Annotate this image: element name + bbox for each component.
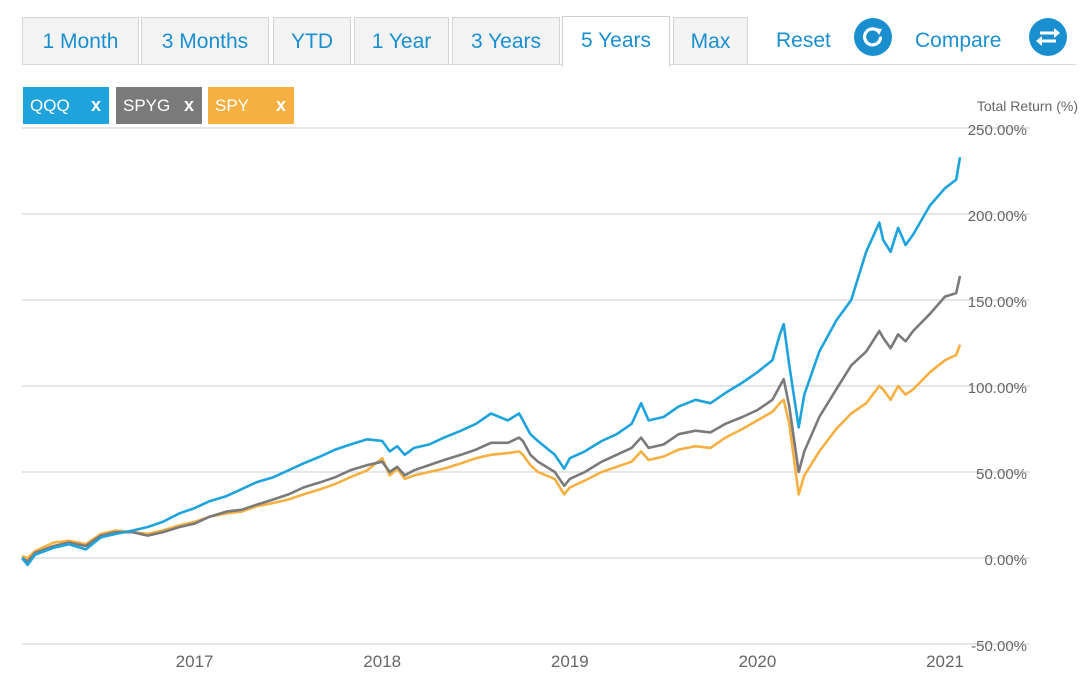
y-axis-ticks: 250.00% 200.00% 150.00% 100.00% 50.00% 0.00% -…	[968, 122, 1027, 655]
tab-bar-baseline	[22, 64, 1076, 65]
series-lines	[20, 156, 962, 567]
tab-ytd[interactable]: YTD	[273, 17, 351, 64]
legend-chip-spy: SPY x	[208, 87, 294, 124]
legend-label-spyg: SPYG	[123, 96, 171, 115]
tab-3-years[interactable]: 3 Years	[452, 17, 560, 64]
y-tick-label: 250.00%	[968, 122, 1027, 139]
series-line-qqq	[20, 156, 962, 567]
swap-arrows-icon[interactable]	[1029, 18, 1067, 56]
y-tick-label: 100.00%	[968, 380, 1027, 397]
tab-3-months[interactable]: 3 Months	[141, 17, 269, 64]
tab-1-month[interactable]: 1 Month	[22, 17, 139, 64]
reset-button[interactable]: Reset	[776, 29, 831, 52]
legend-label-qqq: QQQ	[30, 96, 70, 115]
remove-spy-button[interactable]: x	[275, 95, 286, 115]
remove-spyg-button[interactable]: x	[183, 95, 194, 115]
legend-chip-spyg: SPYG x	[116, 87, 202, 124]
x-tick-label: 2019	[551, 652, 589, 671]
y-tick-label: 50.00%	[976, 466, 1027, 483]
refresh-icon[interactable]	[854, 18, 892, 56]
legend-chip-qqq: QQQ x	[23, 87, 109, 124]
y-axis-title: Total Return (%)	[976, 98, 1078, 114]
tab-5-years[interactable]: 5 Years	[562, 16, 670, 67]
x-axis-ticks: 2017 2018 2019 2020 2021	[176, 652, 964, 671]
series-line-spy	[21, 344, 962, 560]
x-tick-label: 2018	[363, 652, 401, 671]
y-tick-label: 0.00%	[984, 552, 1027, 569]
y-tick-label: 150.00%	[968, 294, 1027, 311]
x-tick-label: 2017	[176, 652, 214, 671]
grid-lines	[22, 127, 1030, 645]
remove-qqq-button[interactable]: x	[90, 95, 101, 115]
legend-label-spy: SPY	[215, 96, 250, 115]
tab-1-year[interactable]: 1 Year	[354, 17, 449, 64]
y-tick-label: -50.00%	[971, 638, 1027, 655]
x-tick-label: 2020	[738, 652, 776, 671]
series-line-spyg	[21, 275, 962, 563]
x-tick-label: 2021	[926, 652, 964, 671]
y-tick-label: 200.00%	[968, 208, 1027, 225]
tab-max[interactable]: Max	[673, 17, 748, 64]
compare-button[interactable]: Compare	[915, 29, 1002, 52]
range-tab-bar: 1 Month 3 Months YTD 1 Year 3 Years 5 Ye…	[22, 15, 1076, 67]
